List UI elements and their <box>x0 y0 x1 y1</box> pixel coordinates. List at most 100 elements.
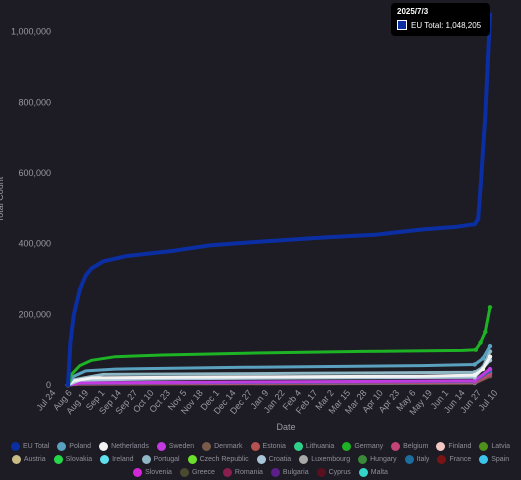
legend-label: Netherlands <box>111 442 149 450</box>
data-point <box>480 356 486 361</box>
legend-swatch <box>299 454 309 464</box>
legend-item[interactable]: Portugal <box>141 454 180 464</box>
legend-swatch <box>479 454 489 464</box>
legend-item[interactable]: Romania <box>222 467 263 477</box>
legend-swatch <box>391 441 401 451</box>
legend-item[interactable]: Lithuania <box>293 441 335 451</box>
legend-label: Slovenia <box>145 468 172 476</box>
legend-item[interactable]: Greece <box>179 467 215 477</box>
series-line <box>66 345 492 386</box>
chart-tooltip: 2025/7/3 EU Total: 1,048,205 <box>391 3 490 36</box>
legend-label: Spain <box>491 455 510 463</box>
legend-label: Denmark <box>214 442 243 450</box>
legend-swatch <box>358 454 368 464</box>
y-tick-label: 600,000 <box>18 168 51 178</box>
legend-label: Cyprus <box>328 468 351 476</box>
legend-item[interactable]: Slovenia <box>133 467 172 477</box>
x-axis-title: Date <box>276 422 295 432</box>
legend-label: Belgium <box>403 442 429 450</box>
legend-swatch <box>10 441 20 451</box>
data-point <box>487 354 493 359</box>
legend-item[interactable]: Belgium <box>391 441 428 451</box>
tooltip-row: EU Total: 1,048,205 <box>397 20 484 30</box>
line-chart: Total Count 0 200,000 400,000 600,000 800,000… <box>0 12 500 432</box>
legend-label: Austria <box>23 455 46 463</box>
series-line <box>66 14 492 386</box>
legend-swatch <box>156 441 166 451</box>
legend-label: Portugal <box>153 455 180 463</box>
legend-item[interactable]: Luxembourg <box>299 454 350 464</box>
legend-swatch <box>141 454 151 464</box>
data-point <box>472 372 477 378</box>
data-point <box>480 149 486 154</box>
legend-item[interactable]: Estonia <box>250 441 286 451</box>
legend-label: Poland <box>69 442 92 450</box>
legend-label: Lithuania <box>305 442 335 450</box>
legend-swatch <box>479 441 489 451</box>
legend-swatch <box>250 441 260 451</box>
legend-item[interactable]: Bulgaria <box>270 467 309 477</box>
data-point <box>476 216 481 222</box>
y-tick-label: 200,000 <box>18 309 51 319</box>
legend-swatch <box>179 467 189 477</box>
legend-item[interactable]: France <box>437 454 471 464</box>
legend-label: Estonia <box>262 442 286 450</box>
legend-swatch <box>358 467 368 477</box>
legend-swatch <box>99 441 109 451</box>
legend-item[interactable]: Malta <box>358 467 388 477</box>
legend-label: Czech Republic <box>199 455 249 463</box>
legend-item[interactable]: Latvia <box>479 441 510 451</box>
legend-label: Hungary <box>370 455 397 463</box>
legend-item[interactable]: EU Total <box>10 441 50 451</box>
legend-item[interactable]: Ireland <box>100 454 134 464</box>
legend-item[interactable]: Finland <box>436 441 471 451</box>
legend-swatch <box>57 441 67 451</box>
y-tick-label: 0 <box>46 380 51 390</box>
legend-item[interactable]: Croatia <box>256 454 291 464</box>
legend-label: Italy <box>416 455 430 463</box>
legend-swatch <box>270 467 280 477</box>
legend-label: EU Total <box>22 442 50 450</box>
data-point <box>485 64 490 70</box>
legend-swatch <box>133 467 143 477</box>
legend-label: Greece <box>191 468 215 476</box>
legend-swatch <box>342 441 352 451</box>
legend-item[interactable]: Cyprus <box>316 467 351 477</box>
legend-label: Latvia <box>491 442 511 450</box>
y-tick-label: 400,000 <box>18 239 51 249</box>
legend-item[interactable]: Poland <box>57 441 91 451</box>
data-point <box>472 222 477 227</box>
series-line <box>67 367 491 387</box>
legend-label: Malta <box>370 468 388 476</box>
legend-item[interactable]: Netherlands <box>99 441 149 451</box>
data-point <box>478 184 483 190</box>
data-point <box>487 343 493 349</box>
legend-label: France <box>449 455 472 463</box>
legend-item[interactable]: Czech Republic <box>187 454 249 464</box>
y-tick-label: 800,000 <box>18 97 51 107</box>
legend-item[interactable]: Slovakia <box>53 454 93 464</box>
legend-item[interactable]: Hungary <box>358 454 397 464</box>
legend-label: Ireland <box>112 455 134 463</box>
data-point <box>487 305 493 310</box>
legend-item[interactable]: Austria <box>11 454 46 464</box>
legend-item[interactable]: Spain <box>479 454 509 464</box>
legend-item[interactable]: Denmark <box>202 441 243 451</box>
chart-legend: EU Total Poland Netherlands Sweden Denmark Es… <box>0 441 521 480</box>
legend-item[interactable]: Italy <box>404 454 430 464</box>
legend-swatch <box>437 454 447 464</box>
y-tick-label: 1,000,000 <box>11 27 51 37</box>
legend-label: Finland <box>448 442 472 450</box>
data-point <box>472 378 477 383</box>
legend-label: Slovakia <box>65 455 93 463</box>
legend-item[interactable]: Sweden <box>156 441 194 451</box>
legend-item[interactable]: Germany <box>342 441 383 451</box>
legend-swatch <box>436 441 446 451</box>
legend-swatch <box>404 454 414 464</box>
legend-label: Bulgaria <box>282 468 309 476</box>
data-point <box>65 382 71 388</box>
legend-swatch <box>187 454 197 464</box>
data-point <box>480 366 486 372</box>
legend-swatch <box>222 467 232 477</box>
legend-label: Luxembourg <box>311 455 351 463</box>
